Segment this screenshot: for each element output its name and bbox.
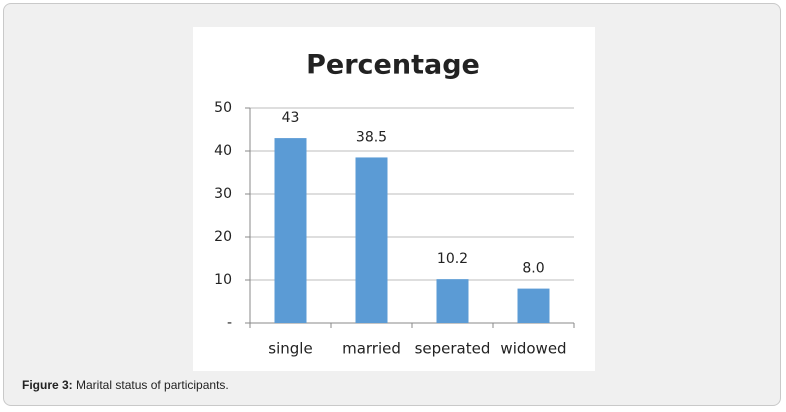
caption: Figure 3: Marital status of participants… [22, 378, 229, 392]
x-tick-label: single [268, 340, 312, 358]
x-tick-label: widowed [500, 340, 566, 358]
y-tick-label: 30 [214, 186, 232, 202]
data-label: 43 [282, 110, 300, 126]
x-tick-label: seperated [415, 340, 491, 358]
bar [355, 157, 388, 323]
x-tick-label: married [342, 340, 401, 358]
data-label: 38.5 [356, 129, 387, 145]
data-label: 8.0 [522, 261, 544, 277]
y-tick-label: - [227, 315, 232, 331]
y-tick-label: 20 [214, 229, 232, 245]
chart: Percentage - 10 20 30 40 50 single 43 married 38.… [193, 27, 595, 371]
data-label: 10.2 [437, 251, 468, 267]
y-tick-label: 50 [214, 100, 232, 116]
bar [436, 279, 469, 323]
chart-title: Percentage [306, 50, 480, 81]
caption-text: Marital status of participants. [76, 378, 229, 392]
caption-label: Figure 3: [22, 378, 73, 392]
bar [517, 288, 550, 323]
y-tick-label: 10 [214, 272, 232, 288]
y-tick-label: 40 [214, 143, 232, 159]
bar [274, 138, 307, 323]
